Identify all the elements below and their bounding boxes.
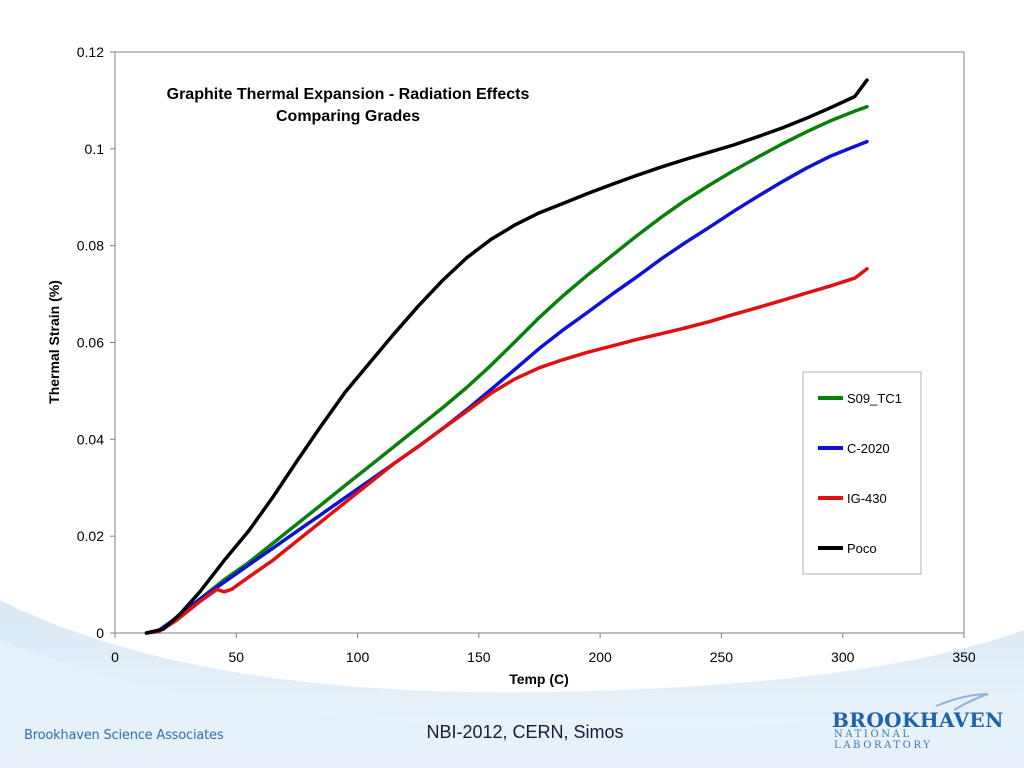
x-tick-label: 0 xyxy=(111,649,119,665)
x-tick-label: 250 xyxy=(710,649,734,665)
legend: S09_TC1 C-2020 IG-430 Poco xyxy=(802,371,922,575)
legend-box xyxy=(802,371,922,575)
legend-label-ig-430: IG-430 xyxy=(847,491,887,506)
y-axis-label: Thermal Strain (%) xyxy=(46,280,62,404)
logo-swoosh-icon xyxy=(935,693,989,711)
legend-label-c-2020: C-2020 xyxy=(847,441,890,456)
x-tick-label: 100 xyxy=(346,649,370,665)
logo-subtitle: NATIONAL LABORATORY xyxy=(834,729,933,751)
legend-label-s09-tc1: S09_TC1 xyxy=(847,391,902,406)
y-tick-label: 0.12 xyxy=(77,44,104,60)
y-tick-label: 0.1 xyxy=(85,141,105,157)
series-line-ig-430 xyxy=(144,267,869,635)
footer-citation: NBI-2012, CERN, Simos xyxy=(426,722,624,742)
x-tick-label: 300 xyxy=(831,649,855,665)
brookhaven-logo: BROOKHAVEN NATIONAL LABORATORY xyxy=(826,692,1006,751)
legend-label-poco: Poco xyxy=(847,541,877,556)
y-tick-label: 0.06 xyxy=(77,335,104,351)
x-tick-label: 200 xyxy=(588,649,612,665)
footer-organization: Brookhaven Science Associates xyxy=(24,728,224,743)
y-tick-label: 0.04 xyxy=(77,431,104,447)
y-tick-label: 0.08 xyxy=(77,238,104,254)
series-line-s09-tc1 xyxy=(144,104,869,635)
series-line-poco xyxy=(144,78,869,635)
series-lines xyxy=(144,78,869,635)
x-axis: 0 50 100 150 200 250 300 350 xyxy=(111,633,976,665)
x-tick-label: 350 xyxy=(952,649,976,665)
x-tick-label: 50 xyxy=(228,649,244,665)
logo-wordmark: BROOKHAVEN xyxy=(832,708,1004,732)
chart-subtitle: Comparing Grades xyxy=(276,108,420,125)
x-tick-label: 150 xyxy=(467,649,491,665)
y-axis: 0 0.02 0.04 0.06 0.08 0.1 0.12 xyxy=(77,44,115,641)
chart-title: Graphite Thermal Expansion - Radiation E… xyxy=(167,86,530,103)
x-axis-label: Temp (C) xyxy=(509,671,569,687)
series-line-c-2020 xyxy=(144,139,869,635)
y-tick-label: 0 xyxy=(96,625,104,641)
y-tick-label: 0.02 xyxy=(77,528,104,544)
